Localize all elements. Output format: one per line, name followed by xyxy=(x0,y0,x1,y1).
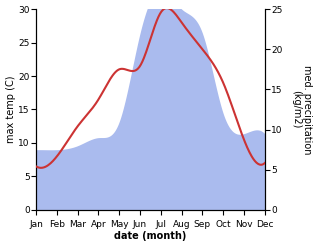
Y-axis label: med. precipitation
(kg/m2): med. precipitation (kg/m2) xyxy=(291,65,313,154)
Y-axis label: max temp (C): max temp (C) xyxy=(5,76,16,143)
X-axis label: date (month): date (month) xyxy=(114,231,187,242)
